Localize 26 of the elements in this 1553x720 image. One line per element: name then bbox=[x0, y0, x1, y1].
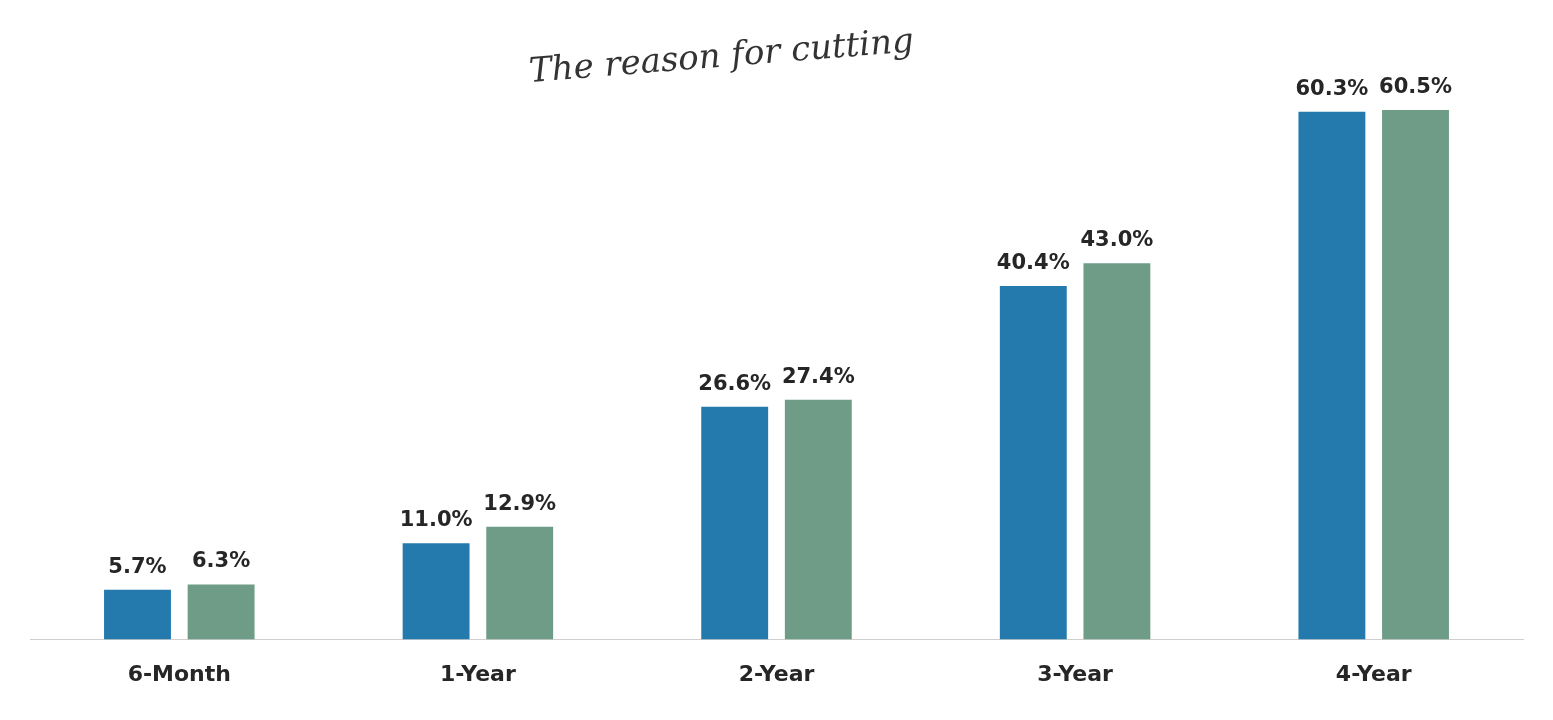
data-label: 60.3% bbox=[1295, 75, 1369, 100]
x-tick-label: 1-Year bbox=[440, 660, 516, 686]
bar bbox=[999, 285, 1067, 640]
bar bbox=[1083, 263, 1151, 640]
x-tick-label: 2-Year bbox=[738, 660, 815, 686]
data-label: 11.0% bbox=[399, 507, 473, 532]
x-tick-label: 4-Year bbox=[1335, 660, 1412, 686]
x-tick-label: 6-Month bbox=[127, 660, 231, 686]
data-label: 60.5% bbox=[1379, 73, 1452, 98]
data-label: 6.3% bbox=[191, 548, 251, 573]
bar bbox=[1382, 110, 1449, 640]
data-label: 43.0% bbox=[1080, 227, 1154, 252]
data-label: 12.9% bbox=[483, 490, 557, 515]
bar bbox=[187, 584, 255, 640]
data-label: 5.7% bbox=[108, 553, 167, 578]
data-label: 26.6% bbox=[698, 370, 772, 395]
bar bbox=[1298, 111, 1366, 640]
bar bbox=[104, 589, 171, 640]
bar bbox=[402, 543, 470, 640]
x-tick-label: 3-Year bbox=[1037, 660, 1114, 686]
bar bbox=[784, 399, 852, 640]
data-label: 27.4% bbox=[781, 363, 855, 388]
text: The reason for cutting bbox=[527, 19, 916, 90]
data-label: 40.4% bbox=[996, 249, 1070, 274]
bar bbox=[701, 406, 769, 640]
bar bbox=[486, 526, 554, 640]
